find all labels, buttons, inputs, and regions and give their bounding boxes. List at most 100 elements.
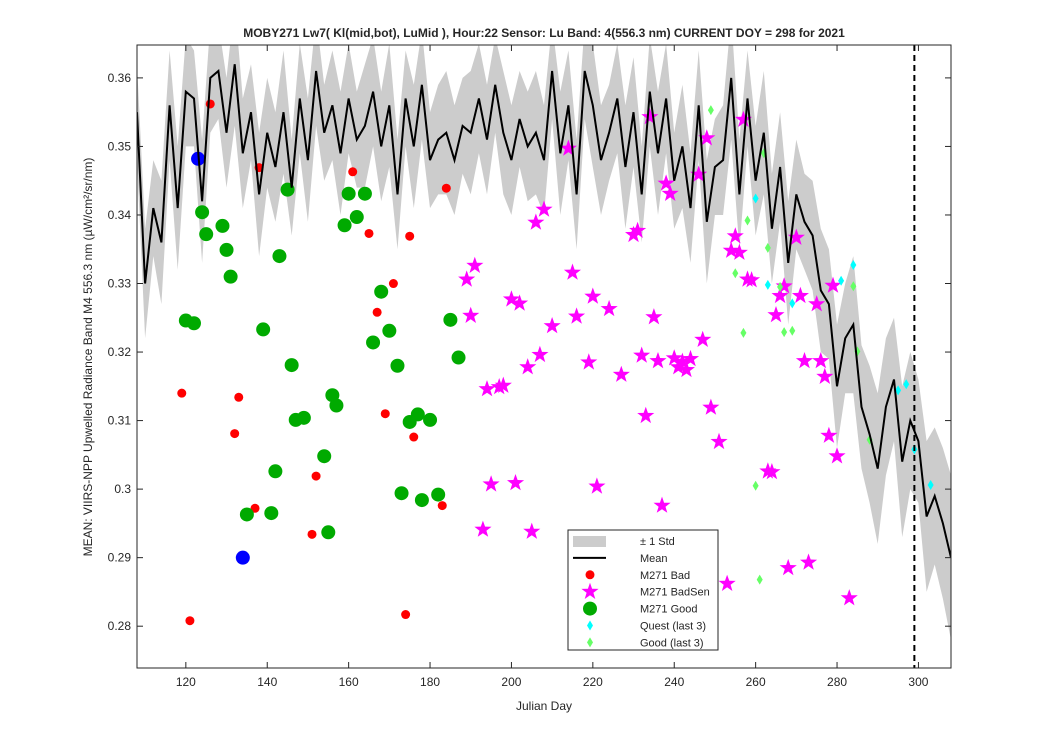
marker-bigdot: [284, 358, 299, 373]
x-tick-label: 240: [664, 675, 684, 689]
marker-bigdot: [215, 218, 230, 233]
marker-bigdot: [186, 316, 201, 331]
marker-star: [763, 463, 781, 480]
marker-bigdot: [296, 410, 311, 425]
marker-star: [657, 174, 675, 191]
x-tick-label: 220: [583, 675, 603, 689]
marker-star: [800, 553, 818, 570]
marker-star: [502, 290, 520, 307]
marker-bigdot: [414, 493, 429, 508]
marker-bigdot: [423, 412, 438, 427]
marker-star: [584, 287, 602, 304]
marker-dot: [441, 183, 451, 193]
marker-star: [559, 139, 577, 156]
marker-dot: [388, 279, 398, 289]
marker-diamond-good: [732, 268, 739, 279]
marker-star: [840, 589, 858, 606]
marker-bluedot: [235, 550, 250, 565]
marker-star: [612, 365, 630, 382]
marker-star: [820, 426, 838, 443]
marker-diamond-good: [740, 327, 747, 338]
marker-star: [779, 558, 797, 576]
marker-star: [511, 294, 529, 311]
marker-bigdot: [317, 449, 332, 464]
marker-dot: [401, 610, 411, 620]
marker-star: [527, 213, 545, 230]
marker-dot: [437, 501, 447, 511]
marker-star: [661, 184, 679, 201]
marker-dot: [311, 471, 321, 481]
marker-star: [767, 306, 785, 323]
marker-bigdot: [239, 507, 254, 522]
marker-star: [653, 496, 671, 513]
marker-star: [645, 308, 663, 325]
marker-dot: [234, 392, 244, 402]
marker-bigdot: [199, 227, 214, 242]
legend-label: Quest (last 3): [640, 621, 706, 633]
marker-star: [698, 129, 716, 146]
y-tick-label: 0.36: [108, 71, 132, 85]
marker-star: [726, 227, 744, 244]
marker-diamond-good: [789, 325, 796, 336]
marker-star: [730, 243, 748, 260]
marker-star: [523, 522, 541, 539]
marker-star: [588, 477, 606, 494]
marker-star: [690, 165, 708, 182]
x-tick-label: 300: [908, 675, 928, 689]
marker-star: [743, 271, 761, 288]
marker-bigdot: [431, 487, 446, 502]
marker-bigdot: [349, 210, 364, 225]
marker-star: [787, 228, 805, 245]
marker-star: [580, 353, 598, 370]
chart-title: MOBY271 Lw7( Kl(mid,bot), LuMid ), Hour:…: [243, 26, 845, 40]
marker-bigdot: [264, 506, 279, 521]
marker-star: [734, 110, 752, 127]
x-tick-label: 260: [746, 675, 766, 689]
marker-star: [543, 317, 561, 334]
y-tick-label: 0.33: [108, 277, 132, 291]
marker-star: [641, 108, 659, 125]
marker-star: [710, 432, 728, 450]
legend-label: M271 Good: [640, 604, 697, 616]
marker-star: [535, 200, 553, 217]
y-tick-label: 0.29: [108, 551, 132, 565]
marker-diamond-quest: [895, 385, 902, 396]
legend-swatch-marker: [587, 620, 593, 631]
marker-star: [682, 349, 700, 367]
marker-bigdot: [223, 269, 238, 284]
marker-dot: [372, 307, 382, 317]
marker-dot: [364, 228, 374, 238]
mean-line: [137, 64, 951, 558]
x-tick-label: 280: [827, 675, 847, 689]
plot-area: [137, 45, 951, 668]
marker-bigdot: [329, 398, 344, 413]
marker-star: [816, 367, 834, 384]
marker-bigdot: [256, 322, 271, 337]
marker-diamond-quest: [838, 275, 845, 286]
marker-bigdot: [382, 323, 397, 338]
marker-diamond-good: [756, 574, 763, 585]
marker-star: [563, 263, 581, 280]
marker-bigdot: [451, 350, 466, 365]
marker-star: [828, 447, 846, 464]
marker-diamond-good: [764, 242, 771, 253]
marker-bigdot: [341, 186, 356, 201]
marker-star: [722, 241, 740, 258]
marker-dot: [205, 99, 215, 109]
marker-star: [795, 352, 813, 369]
marker-bigdot: [390, 358, 405, 373]
marker-bigdot: [366, 335, 381, 350]
marker-star: [519, 358, 537, 375]
marker-dot: [380, 409, 390, 419]
legend-swatch-marker: [587, 637, 593, 648]
marker-diamond-good: [752, 480, 759, 491]
marker-bigdot: [321, 525, 336, 540]
marker-diamond-quest: [927, 480, 934, 491]
marker-diamond-good: [850, 281, 857, 292]
y-tick-label: 0.3: [114, 482, 131, 496]
marker-bigdot: [443, 312, 458, 327]
legend-label: M271 Bad: [640, 570, 690, 582]
marker-star: [600, 299, 618, 317]
marker-star: [791, 286, 809, 304]
